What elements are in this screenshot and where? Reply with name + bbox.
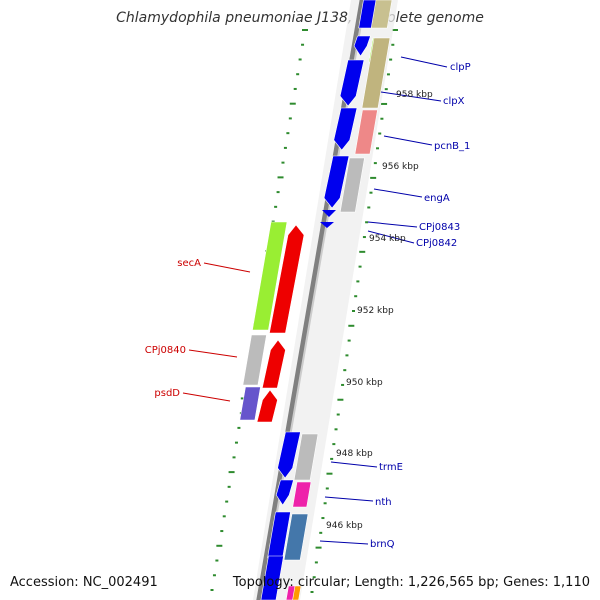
leader-line	[188, 349, 238, 358]
scale-label: 946 kbp	[326, 521, 363, 531]
gene-label-trmE[interactable]: trmE	[379, 462, 403, 473]
leader-line	[182, 392, 231, 402]
scale-label: 954 kbp	[369, 234, 406, 244]
leader-line	[203, 262, 251, 273]
leader-line	[324, 496, 374, 502]
gene-arrow	[277, 431, 301, 479]
gene-features	[239, 0, 393, 600]
right-gene-labels: clpP clpX pcnB_1 engA CPj0843 CPj0842 tr…	[370, 62, 471, 550]
gene-block	[242, 334, 267, 386]
leader-line	[319, 540, 369, 545]
gene-block	[292, 481, 312, 508]
gene-label-psdD[interactable]: psdD	[154, 388, 180, 399]
gene-arrow	[333, 107, 358, 151]
gene-arrow	[261, 339, 286, 389]
scale-labels: 958 kbp 956 kbp 954 kbp 952 kbp 950 kbp …	[326, 90, 433, 531]
scale-label: 956 kbp	[382, 162, 419, 172]
gene-block	[283, 513, 309, 561]
leader-line	[373, 188, 423, 198]
leader-line	[383, 135, 433, 146]
topology-text: Topology: circular; Length: 1,226,565 bp…	[232, 575, 590, 590]
scale-label: 950 kbp	[346, 378, 383, 388]
gene-arrow	[353, 35, 371, 57]
gene-label-clpX[interactable]: clpX	[443, 96, 465, 107]
gene-label-brnQ[interactable]: brnQ	[370, 539, 395, 550]
leader-line	[367, 230, 415, 244]
gene-label-secA[interactable]: secA	[177, 258, 201, 269]
gene-block	[293, 433, 319, 481]
gene-block	[292, 585, 302, 600]
gene-label-CPj0842[interactable]: CPj0842	[416, 238, 457, 249]
gene-arrow	[339, 59, 365, 107]
scale-label: 958 kbp	[396, 90, 433, 100]
gene-block	[354, 109, 378, 155]
gene-block	[260, 555, 284, 600]
leader-line	[330, 461, 378, 468]
gene-block	[252, 221, 288, 331]
gene-arrow-small	[320, 222, 334, 228]
gene-label-engA[interactable]: engA	[424, 193, 450, 204]
gene-arrow	[256, 389, 278, 423]
gene-label-pcnB_1[interactable]: pcnB_1	[434, 141, 470, 152]
gene-block	[361, 37, 391, 109]
gene-block	[339, 157, 365, 213]
accession-text: Accession: NC_002491	[10, 575, 158, 590]
gene-arrow	[275, 479, 294, 506]
gene-label-CPj0843[interactable]: CPj0843	[419, 222, 460, 233]
gene-label-CPj0840[interactable]: CPj0840	[145, 345, 186, 356]
gene-block	[370, 0, 393, 29]
scale-label: 952 kbp	[357, 306, 394, 316]
gene-label-nth[interactable]: nth	[375, 497, 392, 508]
gene-block	[239, 386, 261, 421]
label-leader-lines	[182, 56, 448, 545]
gene-label-clpP[interactable]: clpP	[450, 62, 471, 73]
gene-arrow	[323, 155, 350, 209]
gene-arrow	[269, 224, 305, 334]
leader-line	[380, 91, 442, 102]
scale-label: 948 kbp	[336, 449, 373, 459]
leader-line	[400, 56, 448, 68]
leader-line	[367, 221, 418, 228]
gene-arrow-small	[322, 210, 336, 217]
left-gene-labels: secA CPj0840 psdD	[145, 258, 201, 399]
